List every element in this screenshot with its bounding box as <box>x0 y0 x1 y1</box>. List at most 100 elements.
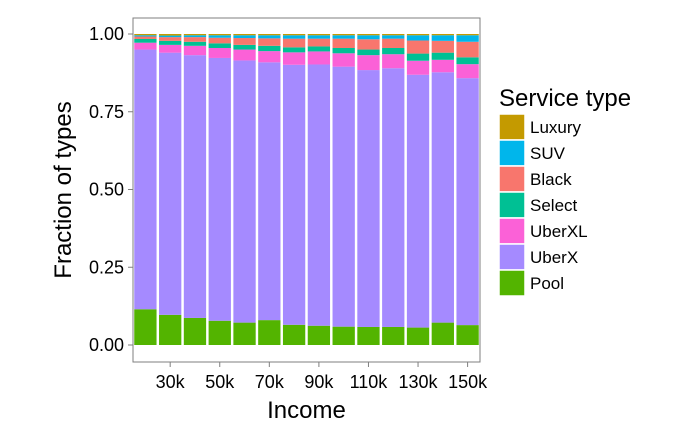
bar-segment-pool-100k <box>332 326 355 345</box>
bar-segment-uberxl-40k <box>183 45 207 56</box>
bar-segment-pool-120k <box>382 326 405 345</box>
bar-segment-luxury-90k <box>307 34 331 36</box>
bar-segment-black-50k <box>208 37 231 44</box>
bar-segment-pool-150k <box>456 325 479 345</box>
legend-key-pool <box>498 269 526 297</box>
bar-segment-uberxl-110k <box>357 55 380 71</box>
y-tick-label: 0.25 <box>89 257 124 277</box>
bar-segment-pool-130k <box>406 327 430 345</box>
bar-segment-uberx-110k <box>357 70 380 327</box>
bar-segment-uberx-70k <box>258 62 281 321</box>
bar-segment-suv-80k <box>282 35 306 39</box>
bar-segment-select-150k <box>456 57 479 65</box>
bar-segment-uberx-20k <box>134 49 157 310</box>
bar-segment-black-80k <box>282 38 306 48</box>
bars-layer <box>134 34 479 345</box>
legend-label-luxury: Luxury <box>530 118 582 137</box>
bar-segment-uberx-40k <box>183 55 207 318</box>
y-axis-title: Fraction of types <box>50 101 77 278</box>
legend-label-suv: SUV <box>530 144 566 163</box>
bar-segment-select-40k <box>183 41 207 46</box>
bar-segment-select-130k <box>406 53 430 61</box>
bar-segment-select-90k <box>307 46 331 52</box>
bar-segment-uberx-80k <box>282 64 306 325</box>
bar-segment-luxury-60k <box>233 34 256 36</box>
y-tick-label: 0.75 <box>89 102 124 122</box>
y-axis: 0.00 0.25 0.50 0.75 1.00 <box>89 24 133 355</box>
bar-segment-black-140k <box>431 40 454 53</box>
bar-segment-pool-90k <box>307 325 331 345</box>
x-tick-label: 50k <box>205 372 235 392</box>
bar-segment-black-20k <box>134 36 157 39</box>
bar-segment-uberxl-130k <box>406 60 430 75</box>
bar-segment-uberxl-60k <box>233 49 256 61</box>
bar-segment-select-20k <box>134 38 157 43</box>
x-tick-label: 30k <box>156 372 186 392</box>
bar-segment-luxury-140k <box>431 34 454 36</box>
bar-segment-suv-90k <box>307 35 331 39</box>
bar-segment-uberxl-150k <box>456 64 479 79</box>
bar-segment-pool-60k <box>233 322 256 345</box>
y-tick-label: 0.00 <box>89 335 124 355</box>
y-tick-label: 0.50 <box>89 180 124 200</box>
bar-segment-luxury-70k <box>258 34 281 36</box>
bar-segment-suv-60k <box>233 35 256 39</box>
bar-segment-suv-120k <box>382 35 405 39</box>
bar-segment-luxury-110k <box>357 34 380 36</box>
bar-segment-uberxl-140k <box>431 59 454 73</box>
bar-segment-select-80k <box>282 47 306 53</box>
bar-segment-pool-20k <box>134 309 157 345</box>
bar-segment-suv-150k <box>456 35 479 42</box>
bar-segment-select-120k <box>382 48 405 55</box>
bar-segment-pool-80k <box>282 324 306 345</box>
bar-segment-luxury-120k <box>382 34 405 36</box>
legend-key-suv <box>498 139 526 167</box>
legend-label-pool: Pool <box>530 274 564 293</box>
bar-segment-suv-30k <box>159 35 182 38</box>
bar-segment-suv-100k <box>332 35 355 39</box>
bar-segment-suv-40k <box>183 35 207 38</box>
bar-segment-suv-20k <box>134 35 157 37</box>
bar-segment-uberx-130k <box>406 74 430 328</box>
bar-segment-uberx-30k <box>159 52 182 315</box>
bar-segment-uberxl-80k <box>282 52 306 65</box>
bar-segment-uberxl-50k <box>208 48 231 58</box>
bar-segment-select-140k <box>431 52 454 60</box>
x-axis-title: Income <box>267 397 346 424</box>
x-tick-label: 130k <box>399 372 439 392</box>
bar-segment-luxury-100k <box>332 34 355 36</box>
bar-segment-select-100k <box>332 48 355 54</box>
bar-segment-select-60k <box>233 44 256 50</box>
bar-segment-luxury-50k <box>208 34 231 36</box>
bar-segment-pool-140k <box>431 322 454 345</box>
bar-segment-uberx-150k <box>456 78 479 326</box>
legend-key-uberxl <box>498 217 526 245</box>
legend-key-uberx <box>498 243 526 271</box>
bar-segment-black-40k <box>183 37 207 42</box>
bar-segment-select-30k <box>159 40 182 45</box>
bar-segment-luxury-130k <box>406 34 430 36</box>
bar-segment-pool-70k <box>258 320 281 345</box>
bar-segment-suv-130k <box>406 35 430 41</box>
bar-segment-suv-70k <box>258 35 281 39</box>
bar-segment-luxury-80k <box>282 34 306 36</box>
x-tick-label: 90k <box>304 372 334 392</box>
bar-segment-uberxl-30k <box>159 44 182 53</box>
bar-segment-black-90k <box>307 38 331 47</box>
bar-segment-suv-110k <box>357 35 380 40</box>
bar-segment-uberx-60k <box>233 60 256 323</box>
bar-segment-uberx-140k <box>431 72 454 323</box>
x-axis: 30k 50k 70k 90k 110k 130k 150k <box>156 362 488 392</box>
bar-segment-luxury-150k <box>456 34 479 36</box>
legend-label-select: Select <box>530 196 578 215</box>
legend-label-uberxl: UberXL <box>530 222 588 241</box>
legend-title: Service type <box>499 85 631 112</box>
bar-segment-uberx-50k <box>208 57 231 321</box>
bar-segment-pool-40k <box>183 317 207 345</box>
bar-segment-uberxl-90k <box>307 51 331 65</box>
bar-segment-suv-140k <box>431 35 454 41</box>
bar-segment-suv-50k <box>208 35 231 38</box>
legend-key-luxury <box>498 113 526 141</box>
